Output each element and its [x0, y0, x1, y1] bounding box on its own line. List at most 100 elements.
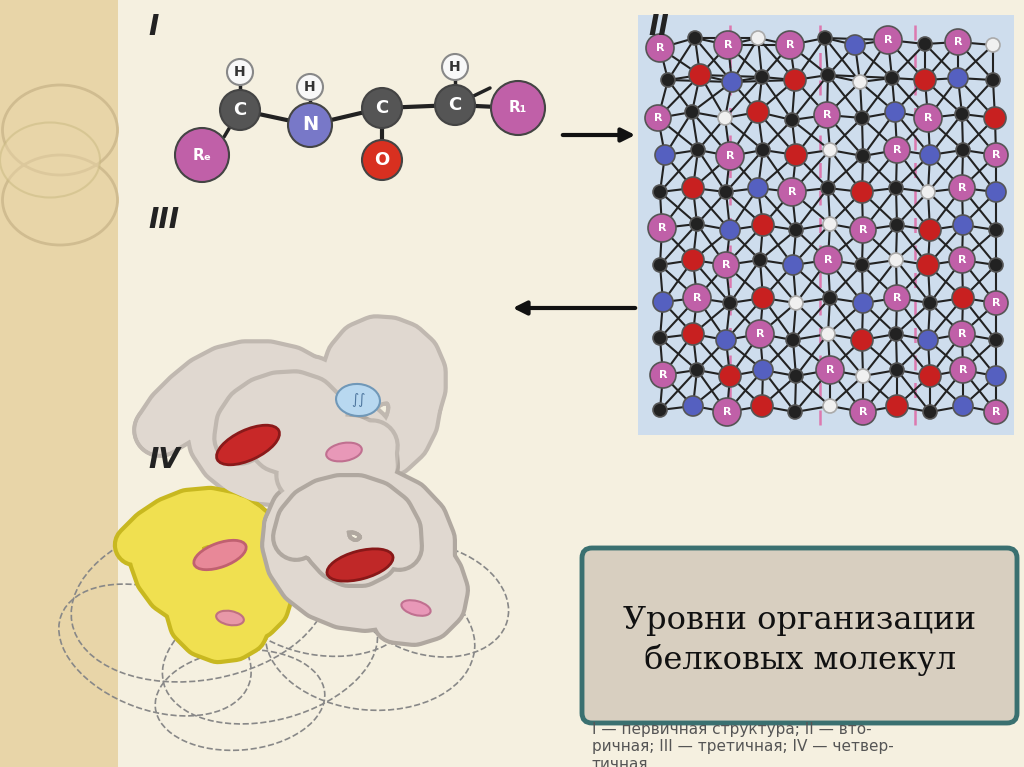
Circle shape: [650, 362, 676, 388]
Circle shape: [751, 395, 773, 417]
Circle shape: [790, 369, 803, 383]
Circle shape: [948, 68, 968, 88]
Circle shape: [682, 177, 705, 199]
Circle shape: [682, 323, 705, 345]
Circle shape: [683, 396, 703, 416]
Circle shape: [220, 90, 260, 130]
Text: R: R: [822, 110, 831, 120]
Circle shape: [778, 178, 806, 206]
Text: R: R: [884, 35, 892, 45]
Text: R: R: [722, 260, 730, 270]
Circle shape: [856, 369, 870, 383]
Circle shape: [716, 330, 736, 350]
Circle shape: [845, 35, 865, 55]
Circle shape: [748, 178, 768, 198]
Ellipse shape: [216, 611, 244, 625]
Circle shape: [821, 327, 835, 341]
Circle shape: [175, 128, 229, 182]
Circle shape: [855, 258, 869, 272]
Circle shape: [755, 70, 769, 84]
Text: R: R: [825, 365, 835, 375]
Text: III: III: [148, 206, 179, 234]
Circle shape: [853, 75, 867, 89]
Text: R: R: [924, 113, 932, 123]
Circle shape: [682, 249, 705, 271]
Circle shape: [984, 400, 1008, 424]
Circle shape: [783, 255, 803, 275]
Text: C: C: [376, 99, 389, 117]
Circle shape: [814, 102, 840, 128]
Circle shape: [716, 142, 744, 170]
Text: R: R: [859, 225, 867, 235]
Circle shape: [653, 331, 667, 345]
Circle shape: [683, 284, 711, 312]
Text: R: R: [953, 37, 963, 47]
Circle shape: [923, 296, 937, 310]
Text: R: R: [992, 150, 1000, 160]
Circle shape: [953, 396, 973, 416]
Circle shape: [986, 182, 1006, 202]
Circle shape: [986, 38, 1000, 52]
Text: R: R: [723, 407, 731, 417]
Ellipse shape: [327, 549, 393, 581]
Circle shape: [648, 214, 676, 242]
Circle shape: [919, 365, 941, 387]
Circle shape: [688, 31, 702, 45]
Text: O: O: [375, 151, 389, 169]
Text: R: R: [893, 145, 901, 155]
Circle shape: [689, 64, 711, 86]
Circle shape: [886, 395, 908, 417]
Text: N: N: [302, 116, 318, 134]
Circle shape: [646, 34, 674, 62]
Text: R: R: [992, 298, 1000, 308]
Text: I: I: [148, 13, 159, 41]
Circle shape: [889, 181, 903, 195]
Circle shape: [949, 175, 975, 201]
Circle shape: [814, 246, 842, 274]
Circle shape: [713, 398, 741, 426]
Circle shape: [923, 405, 937, 419]
Circle shape: [788, 405, 802, 419]
Circle shape: [784, 69, 806, 91]
Circle shape: [884, 137, 910, 163]
Text: H: H: [234, 65, 246, 79]
Circle shape: [645, 105, 671, 131]
Text: R: R: [958, 365, 968, 375]
Circle shape: [949, 247, 975, 273]
Ellipse shape: [327, 443, 361, 462]
Circle shape: [950, 357, 976, 383]
Circle shape: [918, 330, 938, 350]
Circle shape: [690, 217, 705, 231]
Circle shape: [986, 366, 1006, 386]
Circle shape: [662, 73, 675, 87]
Circle shape: [786, 333, 800, 347]
Circle shape: [785, 113, 799, 127]
Circle shape: [816, 356, 844, 384]
Circle shape: [653, 258, 667, 272]
Circle shape: [856, 149, 870, 163]
Circle shape: [889, 327, 903, 341]
Circle shape: [653, 292, 673, 312]
Circle shape: [362, 140, 402, 180]
Ellipse shape: [216, 425, 280, 465]
Circle shape: [850, 399, 876, 425]
Text: R₁: R₁: [509, 100, 527, 116]
Circle shape: [751, 31, 765, 45]
Text: IV: IV: [148, 446, 180, 474]
Circle shape: [227, 59, 253, 85]
Circle shape: [442, 54, 468, 80]
Text: R: R: [957, 255, 967, 265]
Circle shape: [920, 145, 940, 165]
Text: H: H: [304, 80, 315, 94]
Text: R: R: [726, 151, 734, 161]
Circle shape: [753, 253, 767, 267]
Bar: [118, 0, 1024, 767]
Circle shape: [953, 215, 973, 235]
Text: R: R: [787, 187, 797, 197]
Circle shape: [984, 107, 1006, 129]
Circle shape: [818, 31, 831, 45]
Circle shape: [756, 143, 770, 157]
Circle shape: [874, 26, 902, 54]
Text: белковых молекул: белковых молекул: [644, 644, 956, 676]
Circle shape: [718, 111, 732, 125]
